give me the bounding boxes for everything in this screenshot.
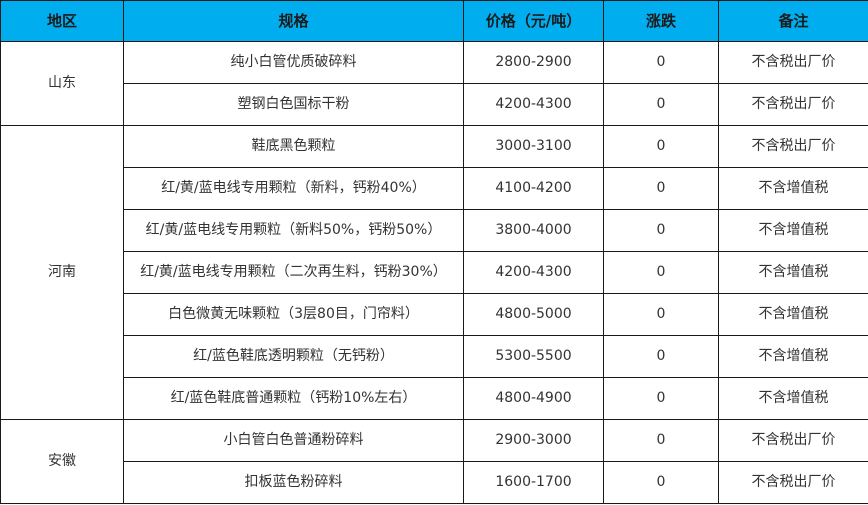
remark-cell: 不含税出厂价 [718, 419, 868, 462]
change-cell: 0 [603, 83, 719, 126]
change-cell: 0 [603, 293, 719, 336]
remark-cell: 不含增值税 [718, 377, 868, 420]
price-cell: 4200-4300 [463, 251, 604, 294]
price-cell: 3000-3100 [463, 125, 604, 168]
price-cell: 3800-4000 [463, 209, 604, 252]
remark-cell: 不含增值税 [718, 335, 868, 378]
spec-cell: 红/黄/蓝电线专用颗粒（新料50%，钙粉50%） [123, 209, 464, 252]
price-cell: 2900-3000 [463, 419, 604, 462]
change-cell: 0 [603, 377, 719, 420]
spec-cell: 小白管白色普通粉碎料 [123, 419, 464, 462]
spec-cell: 纯小白管优质破碎料 [123, 41, 464, 84]
price-cell: 2800-2900 [463, 41, 604, 84]
column-header-region: 地区 [0, 0, 124, 42]
remark-cell: 不含税出厂价 [718, 41, 868, 84]
spec-cell: 鞋底黑色颗粒 [123, 125, 464, 168]
price-cell: 4100-4200 [463, 167, 604, 210]
spec-cell: 红/蓝色鞋底透明颗粒（无钙粉） [123, 335, 464, 378]
remark-cell: 不含税出厂价 [718, 83, 868, 126]
change-cell: 0 [603, 251, 719, 294]
change-cell: 0 [603, 125, 719, 168]
remark-cell: 不含增值税 [718, 293, 868, 336]
table-row: 红/蓝色鞋底透明颗粒（无钙粉） 5300-5500 0 不含增值税 [1, 335, 868, 378]
region-cell: 山东 [0, 41, 124, 126]
spec-cell: 红/黄/蓝电线专用颗粒（新料，钙粉40%） [123, 167, 464, 210]
spec-cell: 红/蓝色鞋底普通颗粒（钙粉10%左右） [123, 377, 464, 420]
change-cell: 0 [603, 41, 719, 84]
remark-cell: 不含税出厂价 [718, 125, 868, 168]
change-cell: 0 [603, 209, 719, 252]
table-body: 山东 纯小白管优质破碎料 2800-2900 0 不含税出厂价 塑钢白色国标干粉 4200-… [0, 41, 868, 504]
spec-cell: 塑钢白色国标干粉 [123, 83, 464, 126]
table-row: 安徽 小白管白色普通粉碎料 2900-3000 0 不含税出厂价 [0, 419, 868, 504]
price-cell: 4800-4900 [463, 377, 604, 420]
price-cell: 1600-1700 [463, 461, 604, 504]
table-row: 红/黄/蓝电线专用颗粒（二次再生料，钙粉30%） 4200-4300 0 不含增值税 [1, 251, 868, 294]
column-header-change: 涨跌 [603, 0, 719, 42]
table-row: 塑钢白色国标干粉 4200-4300 0 不含税出厂价 [1, 83, 868, 126]
table-row: 白色微黄无味颗粒（3层80目，门帘料） 4800-5000 0 不含增值税 [1, 293, 868, 336]
spec-cell: 红/黄/蓝电线专用颗粒（二次再生料，钙粉30%） [123, 251, 464, 294]
table-row: 扣板蓝色粉碎料 1600-1700 0 不含税出厂价 [1, 461, 868, 504]
table-row: 山东 纯小白管优质破碎料 2800-2900 0 不含税出厂价 [0, 41, 868, 126]
remark-cell: 不含增值税 [718, 209, 868, 252]
price-cell: 4200-4300 [463, 83, 604, 126]
region-cell: 安徽 [0, 419, 124, 504]
spec-cell: 白色微黄无味颗粒（3层80目，门帘料） [123, 293, 464, 336]
header-row: 地区 规格 价格（元/吨） 涨跌 备注 [0, 0, 868, 42]
remark-cell: 不含增值税 [718, 167, 868, 210]
price-cell: 5300-5500 [463, 335, 604, 378]
remark-cell: 不含增值税 [718, 251, 868, 294]
column-header-spec: 规格 [123, 0, 464, 42]
price-cell: 4800-5000 [463, 293, 604, 336]
table-row: 河南 鞋底黑色颗粒 3000-3100 0 不含税出厂价 [0, 125, 868, 420]
change-cell: 0 [603, 335, 719, 378]
change-cell: 0 [603, 167, 719, 210]
table-row: 红/蓝色鞋底普通颗粒（钙粉10%左右） 4800-4900 0 不含增值税 [1, 377, 868, 420]
column-header-remark: 备注 [718, 0, 868, 42]
table-row: 红/黄/蓝电线专用颗粒（新料，钙粉40%） 4100-4200 0 不含增值税 [1, 167, 868, 210]
remark-cell: 不含税出厂价 [718, 461, 868, 504]
change-cell: 0 [603, 419, 719, 462]
table-row: 红/黄/蓝电线专用颗粒（新料50%，钙粉50%） 3800-4000 0 不含增值税 [1, 209, 868, 252]
region-cell: 河南 [0, 125, 124, 420]
change-cell: 0 [603, 461, 719, 504]
spec-cell: 扣板蓝色粉碎料 [123, 461, 464, 504]
table-header: 地区 规格 价格（元/吨） 涨跌 备注 [0, 0, 868, 42]
column-header-price: 价格（元/吨） [463, 0, 604, 42]
